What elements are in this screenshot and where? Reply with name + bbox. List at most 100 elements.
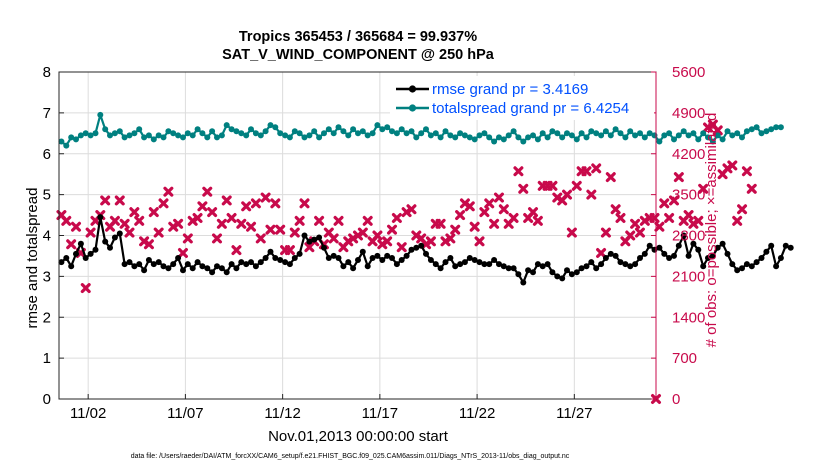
totalspread-point	[150, 136, 157, 143]
rmse-point	[675, 242, 682, 249]
assimilated-obs-x	[255, 233, 266, 244]
totalspread-point	[496, 134, 502, 141]
assimilated-obs-point	[566, 227, 577, 238]
rmse-point	[393, 261, 400, 268]
totalspread-point	[559, 134, 566, 141]
totalspread-point	[82, 130, 89, 137]
assimilated-obs-point	[294, 215, 305, 226]
totalspread-point	[534, 136, 541, 143]
totalspread-point	[311, 128, 318, 135]
rmse-point	[359, 248, 366, 255]
rmse-point	[345, 259, 352, 266]
totalspread-point	[408, 128, 415, 135]
assimilated-obs-point	[489, 218, 500, 229]
assimilated-obs-point	[362, 215, 373, 226]
assimilated-obs-point	[182, 233, 193, 244]
assimilated-obs-point	[85, 227, 96, 238]
rmse-point	[248, 259, 254, 266]
totalspread-point	[369, 130, 376, 137]
totalspread-point	[607, 132, 614, 139]
rmse-point	[627, 263, 634, 270]
assimilated-obs-x	[61, 215, 72, 226]
totalspread-point	[593, 130, 600, 137]
rmse-point	[442, 259, 449, 266]
rmse-point	[554, 273, 561, 280]
rmse-point	[632, 261, 639, 268]
rmse-point	[102, 238, 109, 245]
x-axis-label: Nov.01,2013 00:00:00 start	[268, 428, 449, 445]
assimilated-obs-point	[571, 180, 582, 191]
legend-rmse-text: rmse grand pr = 3.4169	[432, 81, 588, 98]
rmse-point	[427, 257, 434, 263]
rmse-point	[588, 259, 595, 266]
totalspread-point	[102, 126, 109, 133]
rmse-point	[724, 250, 731, 257]
x-tick-label: 11/27	[556, 405, 592, 422]
y-left-tick-label: 4	[43, 228, 51, 245]
rmse-point	[777, 255, 784, 261]
assimilated-obs-x	[547, 180, 558, 191]
assimilated-obs-x	[741, 166, 752, 177]
assimilated-obs-point	[484, 198, 495, 209]
assimilated-obs-x	[357, 227, 368, 238]
rmse-point	[214, 263, 220, 270]
rmse-point	[141, 267, 148, 274]
totalspread-point	[568, 132, 575, 139]
totalspread-point	[355, 130, 361, 137]
rmse-point	[637, 255, 643, 261]
rmse-point	[398, 257, 405, 263]
assimilated-obs-point	[357, 227, 368, 238]
assimilated-obs-x	[634, 227, 645, 238]
rmse-point	[476, 259, 483, 266]
assimilated-obs-point	[464, 201, 475, 212]
assimilated-obs-x	[493, 192, 504, 203]
rmse-point	[773, 263, 780, 270]
assimilated-obs-x	[158, 198, 169, 209]
totalspread-point	[272, 124, 279, 131]
assimilated-obs-x	[712, 125, 723, 136]
assimilated-obs-x	[479, 207, 490, 218]
y-left-tick-label: 3	[43, 268, 51, 285]
rmse-point	[340, 263, 347, 270]
rmse-point	[277, 257, 284, 263]
assimilated-obs-point	[396, 242, 407, 253]
assimilated-obs-x	[732, 215, 743, 226]
assimilated-obs-point	[260, 192, 271, 203]
totalspread-point	[296, 130, 303, 137]
assimilated-obs-x	[605, 172, 616, 183]
assimilated-obs-x	[109, 215, 120, 226]
totalspread-point	[335, 124, 342, 131]
totalspread-point	[719, 136, 726, 143]
totalspread-point	[486, 134, 493, 141]
totalspread-point	[68, 134, 75, 141]
rmse-point	[768, 242, 775, 249]
assimilated-obs-x	[362, 215, 373, 226]
assimilated-obs-point	[163, 186, 174, 197]
rmse-point	[549, 269, 556, 276]
totalspread-point	[316, 134, 323, 141]
assimilated-obs-x	[630, 218, 641, 229]
rmse-point	[559, 275, 566, 282]
assimilated-obs-x	[129, 207, 140, 218]
assimilated-obs-x	[615, 212, 626, 223]
rmse-point	[753, 259, 760, 266]
assimilated-obs-x	[294, 215, 305, 226]
assimilated-obs-x	[727, 160, 738, 171]
totalspread-point	[111, 130, 118, 137]
assimilated-obs-point	[100, 195, 111, 206]
assimilated-obs-x	[314, 215, 325, 226]
rmse-point	[150, 261, 157, 268]
assimilated-obs-point	[192, 212, 203, 223]
assimilated-obs-point	[659, 198, 670, 209]
rmse-point	[680, 232, 687, 239]
assimilated-obs-point	[600, 227, 611, 238]
totalspread-point	[194, 126, 201, 133]
assimilated-obs-point	[605, 172, 616, 183]
assimilated-obs-x	[528, 207, 539, 218]
totalspread-point	[777, 124, 784, 131]
assimilated-obs-point	[518, 183, 529, 194]
rmse-point	[729, 261, 736, 268]
rmse-point	[500, 263, 507, 270]
assimilated-obs-point	[148, 207, 159, 218]
assimilated-obs-x	[299, 198, 310, 209]
